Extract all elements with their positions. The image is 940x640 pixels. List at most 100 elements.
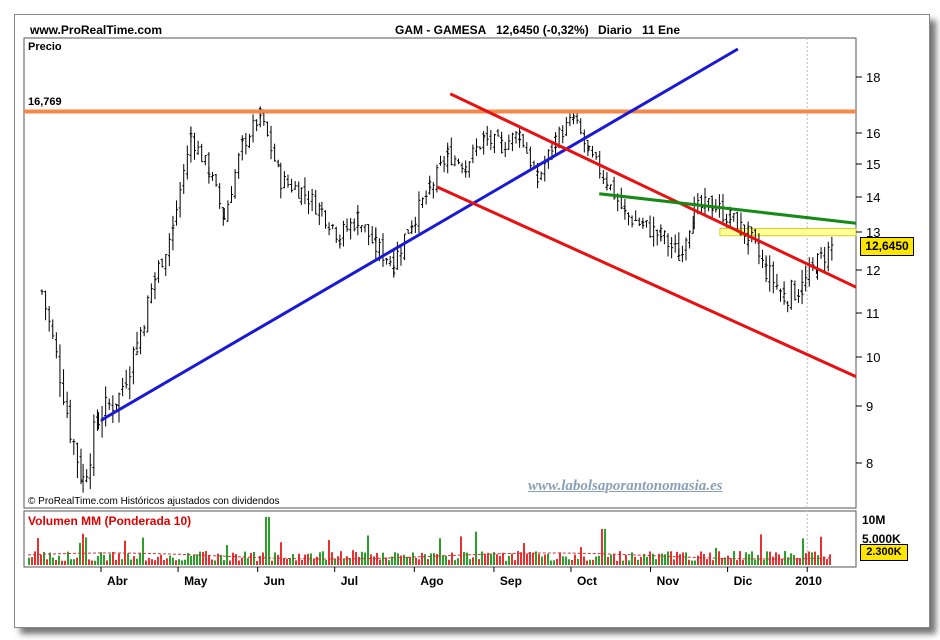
price-candle	[413, 216, 417, 234]
volume-bar	[685, 552, 687, 565]
price-candle	[286, 174, 290, 188]
price-candle	[345, 218, 349, 232]
volume-bar	[565, 556, 567, 565]
price-candle	[157, 260, 161, 283]
price-candle	[381, 233, 385, 267]
price-candle	[800, 269, 804, 294]
volume-bar	[736, 560, 738, 565]
volume-bar	[31, 557, 33, 565]
price-candle	[363, 224, 367, 233]
volume-bar	[640, 556, 642, 565]
volume-bar	[436, 553, 438, 565]
price-candle	[609, 184, 613, 191]
volume-bar	[88, 559, 90, 565]
volume-bar	[217, 553, 219, 565]
volume-bar	[253, 551, 255, 565]
volume-bar	[190, 555, 192, 565]
volume-bar	[304, 554, 306, 565]
volume-bar	[712, 560, 714, 565]
price-candle	[293, 180, 297, 190]
volume-bar	[496, 554, 498, 565]
price-candle	[356, 205, 360, 227]
price-candle	[51, 319, 55, 340]
volume-bar	[664, 554, 666, 565]
volume-bar	[715, 548, 717, 565]
volume-bar	[463, 551, 465, 565]
volume-bar	[133, 556, 135, 565]
price-candle	[88, 453, 92, 490]
price-tick-label: 9	[866, 399, 873, 414]
price-candle	[485, 125, 489, 146]
volume-bar	[46, 559, 48, 565]
price-candle	[644, 220, 648, 228]
price-candle	[269, 125, 273, 160]
price-candle	[237, 152, 241, 179]
watermark-link[interactable]: www.labolsaporantonomasia.es	[528, 478, 723, 494]
price-candle	[826, 241, 830, 272]
price-candle	[587, 145, 591, 152]
volume-bar	[70, 559, 72, 565]
volume-bar	[481, 551, 483, 565]
price-candle	[200, 143, 204, 163]
volume-bar	[328, 540, 330, 565]
price-candle	[536, 169, 540, 189]
volume-bar	[76, 557, 78, 565]
volume-bar	[553, 560, 555, 565]
price-candle	[265, 121, 269, 137]
price-candle	[233, 169, 237, 199]
volume-bar	[175, 560, 177, 565]
price-candle	[341, 220, 345, 247]
volume-bar	[601, 529, 603, 565]
volume-bar	[229, 560, 231, 565]
price-candle	[193, 132, 197, 160]
volume-bar	[733, 551, 735, 565]
volume-bar	[85, 537, 87, 565]
volume-bar	[487, 552, 489, 565]
volume-bar	[424, 554, 426, 565]
price-candle	[804, 265, 808, 292]
price-candle	[677, 248, 681, 258]
volume-bar	[82, 533, 84, 565]
volume-tick-label: 5.000K	[862, 532, 901, 546]
price-tick-label: 10	[866, 350, 880, 365]
volume-bar	[811, 552, 813, 565]
volume-bar	[112, 551, 114, 565]
volume-bar	[256, 560, 258, 565]
price-candle	[303, 177, 307, 205]
price-candle	[659, 228, 663, 242]
volume-bar	[796, 557, 798, 565]
volume-bar	[595, 556, 597, 565]
price-candle	[385, 257, 389, 265]
price-candle	[79, 448, 83, 485]
price-candle	[128, 366, 132, 400]
volume-bar	[760, 534, 762, 565]
volume-bar	[349, 557, 351, 565]
volume-bar	[100, 552, 102, 565]
volume-bar	[781, 558, 783, 565]
price-candle	[572, 115, 576, 125]
price-candle	[374, 228, 378, 260]
volume-bar	[589, 559, 591, 565]
volume-bar	[91, 560, 93, 565]
volume-bar	[631, 552, 633, 565]
volume-bar	[244, 551, 246, 565]
price-candle	[222, 208, 226, 220]
price-tick-label: 14	[866, 190, 880, 205]
price-candle	[338, 234, 342, 247]
price-candle	[746, 221, 750, 255]
volume-bar	[619, 551, 621, 565]
volume-bar	[55, 559, 57, 565]
volume-bar	[520, 552, 522, 565]
volume-bar	[43, 552, 45, 565]
volume-bar	[400, 555, 402, 565]
price-candle	[771, 261, 775, 294]
date-label: 11 Ene	[642, 23, 681, 37]
price-panel-label: Precio	[28, 41, 62, 53]
volume-bar	[97, 556, 99, 565]
price-candle	[478, 146, 482, 150]
volume-bar	[250, 552, 252, 565]
volume-bar	[754, 559, 756, 565]
month-label: Jun	[264, 574, 285, 588]
volume-bar	[352, 550, 354, 565]
price-candle	[359, 225, 363, 233]
